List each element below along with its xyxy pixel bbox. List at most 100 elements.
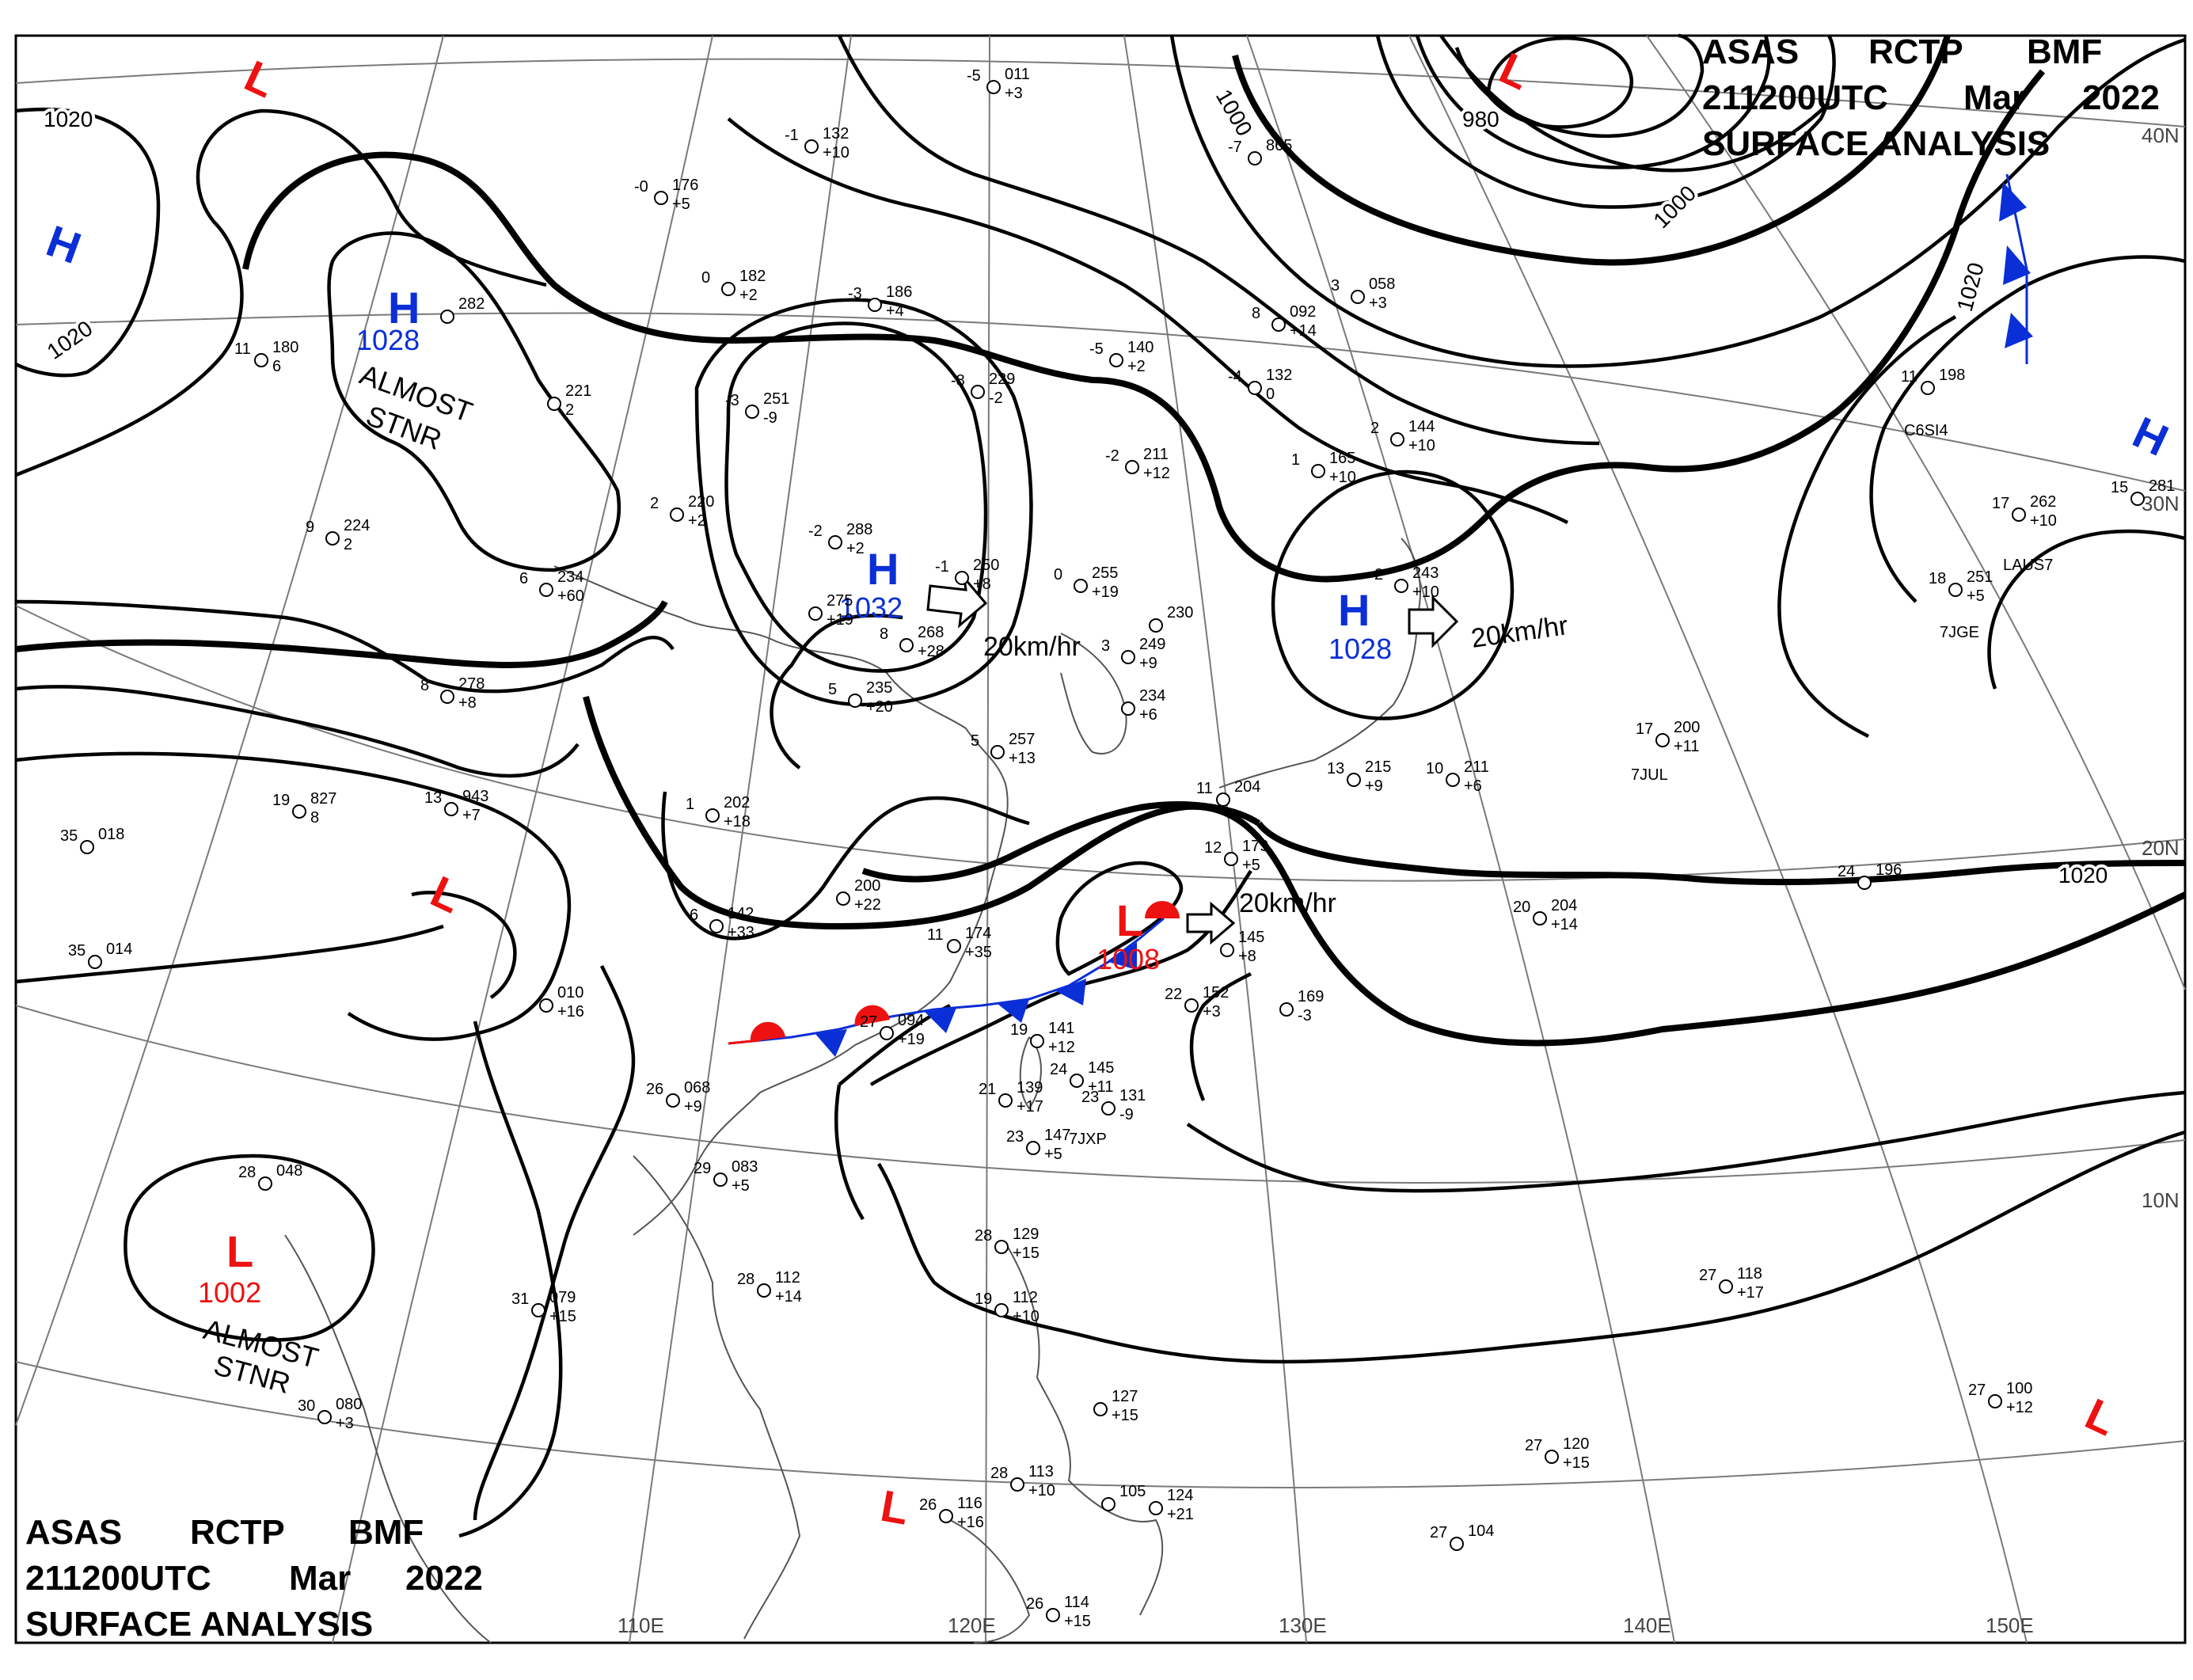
station-plot: 27 094 +19 bbox=[860, 1012, 925, 1048]
station-plot: -7 865 bbox=[1228, 137, 1292, 165]
station-plot: -1 132+10 bbox=[785, 125, 849, 162]
station-pressure: 011 bbox=[1005, 66, 1030, 83]
station-pressure-change: +15 bbox=[1112, 1407, 1138, 1424]
station-plot: 145+8 bbox=[1220, 929, 1264, 965]
station-circle bbox=[836, 891, 850, 906]
station-pressure: 234 bbox=[557, 568, 583, 586]
station-pressure: 094 bbox=[898, 1012, 924, 1029]
station-circle bbox=[1101, 1101, 1116, 1116]
station-plot: 15 281 bbox=[2111, 477, 2175, 506]
station-circle bbox=[990, 745, 1005, 759]
coastline-taiwan bbox=[1019, 1036, 1042, 1110]
station-temperature: -3 bbox=[725, 392, 739, 409]
station-plot: 11 198 bbox=[1901, 367, 1965, 395]
station-pressure: 202 bbox=[724, 794, 750, 811]
station-pressure: 198 bbox=[1939, 367, 1965, 384]
station-circle bbox=[1101, 1497, 1116, 1511]
station-circle bbox=[971, 385, 985, 399]
station-pressure: 145 bbox=[1238, 929, 1264, 946]
station-circle bbox=[2012, 507, 2026, 522]
station-plot: 30 080 +3 bbox=[298, 1396, 362, 1432]
station-temperature: 13 bbox=[424, 789, 442, 807]
station-pressure: 010 bbox=[557, 984, 583, 1002]
station-plot: 2 144 +10 bbox=[1370, 418, 1435, 454]
station-pressure-change: -3 bbox=[1298, 1007, 1312, 1024]
graticule bbox=[15, 35, 2186, 1644]
station-pressure: 200 bbox=[1674, 719, 1700, 736]
station-pressure: 079 bbox=[549, 1289, 576, 1306]
station-pressure: 278 bbox=[458, 675, 485, 693]
isobar bbox=[1186, 1090, 2186, 1193]
station-pressure-change: +33 bbox=[728, 924, 754, 941]
station-pressure: 943 bbox=[462, 788, 488, 805]
station-pressure: 221 bbox=[565, 382, 591, 400]
station-plot: 19 112 +10 bbox=[975, 1289, 1039, 1325]
station-circle bbox=[1184, 998, 1199, 1013]
station-circle bbox=[939, 1509, 953, 1523]
station-pressure-change: +10 bbox=[1329, 469, 1356, 486]
isobar-1020 bbox=[861, 801, 1261, 883]
station-pressure: 114 bbox=[1064, 1594, 1089, 1611]
isobar-label: 1020 bbox=[2058, 863, 2107, 888]
station-plot: -4 132 0 bbox=[1228, 367, 1292, 403]
warm-front-semicircle bbox=[750, 1021, 785, 1042]
station-pressure-change: +2 bbox=[688, 512, 706, 530]
coastline-china bbox=[553, 565, 1009, 1236]
station-pressure: 132 bbox=[823, 125, 849, 143]
longitude-line-90e bbox=[15, 35, 444, 1426]
title-month: Mar bbox=[289, 1559, 351, 1598]
station-temperature: -1 bbox=[935, 558, 949, 576]
cold-front-triangle bbox=[1056, 979, 1086, 1005]
station-pressure-change: +18 bbox=[724, 813, 751, 830]
stationary-front bbox=[728, 917, 1165, 1045]
station-temperature: 31 bbox=[511, 1290, 529, 1308]
isobar bbox=[1454, 33, 1705, 139]
station-pressure-change: +8 bbox=[1238, 948, 1256, 965]
isobar bbox=[15, 751, 572, 1041]
station-temperature: 24 bbox=[1838, 863, 1855, 880]
motion-speed: 20km/hr bbox=[983, 632, 1081, 662]
station-circle bbox=[547, 397, 561, 411]
station-circle bbox=[721, 282, 735, 296]
station-temperature: 19 bbox=[272, 792, 290, 809]
station-temperature: 28 bbox=[238, 1164, 256, 1181]
station-pressure: 200 bbox=[854, 877, 880, 895]
motion-arrow bbox=[1408, 595, 1459, 648]
station-plot: 1 165 +10 bbox=[1291, 450, 1356, 486]
station-circle bbox=[539, 998, 553, 1013]
station-plot: 124+21 bbox=[1149, 1487, 1194, 1523]
station-pressure: 196 bbox=[1876, 861, 1902, 879]
station-plot: 8 268 +28 bbox=[880, 624, 944, 660]
station-plot: 13 943 +7 bbox=[424, 788, 488, 824]
station-plot: 19 141 +12 bbox=[1010, 1020, 1075, 1056]
title-time: 211200UTC bbox=[25, 1559, 211, 1598]
lon-label-110e: 110E bbox=[618, 1613, 664, 1637]
station-circle bbox=[848, 694, 862, 708]
station-temperature: 27 bbox=[860, 1013, 877, 1031]
station-pressure-change: +2 bbox=[739, 287, 758, 304]
station-temperature: 13 bbox=[1327, 760, 1344, 777]
station-pressure-change: +17 bbox=[1017, 1098, 1043, 1116]
station-temperature: 5 bbox=[971, 732, 979, 750]
station-plot: 31 079 +15 bbox=[511, 1289, 576, 1325]
station-circle bbox=[254, 353, 268, 367]
station-pressure: 275 bbox=[827, 592, 853, 610]
low-pressure-center: L bbox=[226, 1226, 253, 1276]
station-pressure-change: +8 bbox=[973, 576, 991, 593]
high-pressure-value: 1028 bbox=[1328, 633, 1392, 665]
station-pressure-change: +8 bbox=[458, 694, 477, 712]
station-circle bbox=[1216, 792, 1230, 807]
station-temperature: -8 bbox=[951, 372, 965, 390]
station-plot: 13 215+9 bbox=[1327, 758, 1391, 795]
station-pressure: 112 bbox=[775, 1269, 800, 1287]
station-pressure: 211 bbox=[1143, 446, 1169, 463]
station-circle bbox=[1109, 353, 1123, 367]
lon-label-150e: 150E bbox=[1986, 1613, 2034, 1637]
station-plot: 9 224 2 bbox=[306, 517, 370, 553]
station-temperature: 8 bbox=[420, 677, 429, 694]
station-pressure: 281 bbox=[2149, 477, 2175, 495]
station-plot: 8 092+14 bbox=[1252, 303, 1317, 340]
station-circle bbox=[1070, 1074, 1084, 1088]
station-pressure: 165 bbox=[1329, 450, 1355, 467]
station-circle bbox=[955, 571, 969, 585]
